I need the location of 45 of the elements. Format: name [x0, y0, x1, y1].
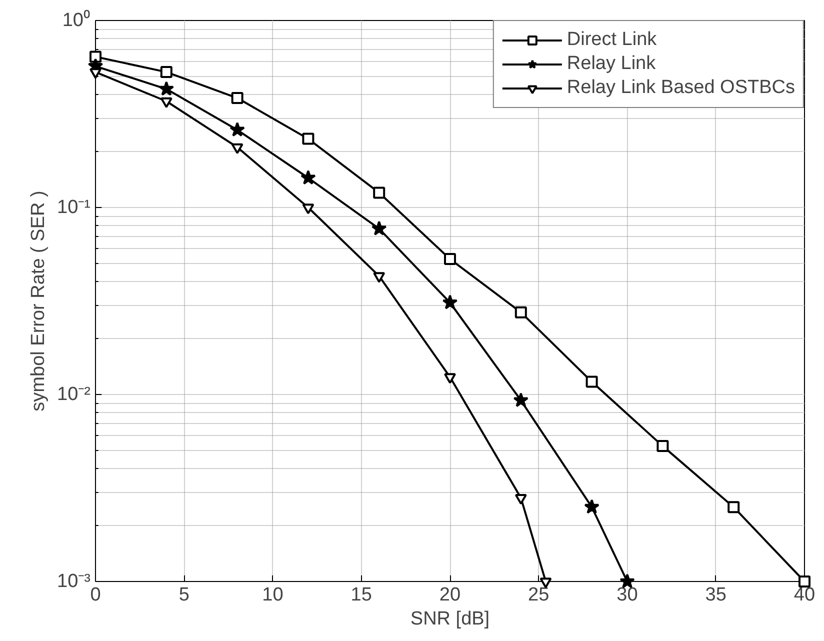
y-tick-label: 10⁻¹ — [57, 197, 91, 218]
y-tick-label: 10⁰ — [62, 9, 91, 31]
y-tick-label: 10⁻³ — [57, 571, 91, 592]
x-tick-label: 10 — [262, 584, 284, 606]
x-tick-label: 40 — [794, 584, 816, 606]
point — [513, 392, 529, 408]
point — [231, 92, 244, 104]
legend-label: Relay Link Based OSTBCs — [566, 77, 795, 99]
x-tick-label: 15 — [350, 584, 372, 606]
point — [586, 376, 598, 388]
x-tick-label: 20 — [439, 584, 461, 606]
point — [514, 494, 527, 505]
point — [373, 186, 386, 199]
point — [160, 97, 172, 108]
point — [444, 253, 456, 266]
y-tick-label: 10⁻² — [57, 384, 91, 405]
x-tick-label: 35 — [705, 584, 726, 606]
y-axis-title: symbol Error Rate ( SER ) — [28, 190, 50, 412]
x-tick-label: 5 — [178, 584, 190, 606]
point — [373, 272, 386, 283]
point — [302, 132, 314, 145]
point — [444, 373, 456, 384]
point — [442, 294, 458, 310]
point — [371, 220, 387, 236]
point — [656, 440, 669, 452]
x-tick-label: 0 — [90, 584, 101, 606]
x-tick-label: 30 — [616, 584, 638, 606]
point — [300, 170, 316, 185]
point — [158, 81, 174, 96]
point — [620, 574, 635, 588]
x-axis-title: SNR [dB] — [410, 608, 490, 630]
point — [728, 501, 740, 514]
point — [302, 204, 314, 214]
point — [584, 499, 600, 514]
point — [230, 122, 245, 137]
point — [540, 578, 552, 588]
legend-label: Relay Link — [566, 53, 656, 75]
point — [90, 68, 102, 79]
x-tick-label: 25 — [528, 584, 550, 606]
point — [231, 143, 244, 154]
point — [90, 50, 102, 63]
point — [514, 306, 527, 318]
point — [160, 66, 172, 78]
point — [798, 576, 810, 588]
legend-label: Direct Link — [566, 29, 657, 51]
